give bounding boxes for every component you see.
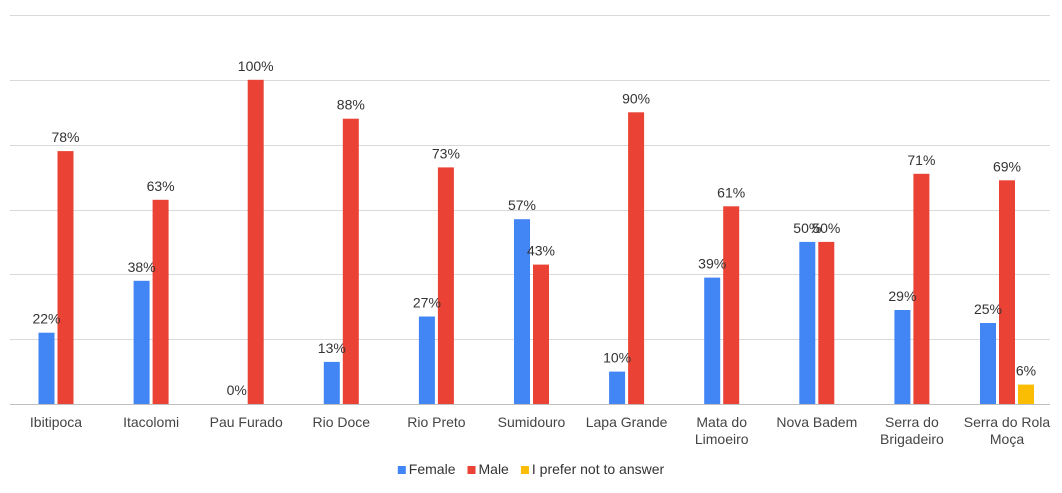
data-label-male-3: 88% — [337, 97, 365, 113]
data-label-male-10: 69% — [993, 158, 1021, 174]
data-label-male-5: 43% — [527, 243, 555, 259]
data-label-male-6: 90% — [622, 90, 650, 106]
legend-swatch — [397, 466, 406, 474]
x-tick-label-4: Rio Preto — [407, 414, 466, 430]
legend-swatch — [520, 466, 529, 474]
data-label-female-3: 13% — [318, 340, 346, 356]
bar-male-3 — [342, 118, 359, 404]
data-label-i-prefer-not-to-answer-10: 6% — [1016, 363, 1036, 379]
data-label-female-1: 38% — [128, 259, 156, 275]
x-tick-label-5: Sumidouro — [498, 414, 566, 430]
data-label-female-8: 50% — [793, 220, 821, 236]
bar-i-prefer-not-to-answer-10 — [1018, 384, 1034, 404]
x-axis-tick-labels: Ibitipoca Itacolomi Pau Furado Rio Doce Rio … — [30, 414, 1050, 447]
bar-male-6 — [628, 112, 645, 405]
bar-male-2 — [247, 79, 264, 405]
data-label-female-0: 22% — [32, 311, 60, 327]
bar-male-0 — [57, 151, 74, 404]
bar-male-9 — [913, 173, 930, 404]
x-tick-label-10: Serra do Rola Moça — [964, 414, 1051, 447]
bar-male-7 — [723, 206, 740, 404]
legend-item-female: Female — [397, 461, 456, 477]
legend: Female Male I prefer not to answer — [397, 461, 665, 477]
bar-female-10 — [980, 323, 996, 404]
bar-female-7 — [704, 277, 721, 404]
bar-male-1 — [152, 199, 169, 404]
x-tick-label-2: Pau Furado — [210, 414, 283, 430]
legend-label: Male — [479, 461, 510, 477]
data-labels: 22% 78% 38% 63% 0% 100% 13% 88% 27% 73% 57% 43% 10% 9… — [32, 58, 1036, 398]
legend-label: I prefer not to answer — [532, 461, 665, 477]
bar-female-8 — [799, 241, 816, 404]
bar-female-3 — [323, 361, 340, 404]
bar-male-8 — [818, 241, 835, 404]
bar-male-4 — [437, 167, 454, 404]
x-tick-label-3: Rio Doce — [313, 414, 371, 430]
data-label-female-2: 0% — [227, 382, 247, 398]
x-tick-label-0: Ibitipoca — [30, 414, 82, 430]
data-label-male-8: 50% — [812, 220, 840, 236]
bar-female-4 — [418, 316, 435, 404]
data-label-female-9: 29% — [888, 288, 916, 304]
x-tick-label-6: Lapa Grande — [586, 414, 668, 430]
data-label-male-7: 61% — [717, 184, 745, 200]
data-label-male-2: 100% — [238, 58, 274, 74]
legend-swatch — [467, 466, 476, 474]
data-label-male-1: 63% — [147, 178, 175, 194]
data-label-female-6: 10% — [603, 350, 631, 366]
x-tick-label-1: Itacolomi — [123, 414, 179, 430]
bar-female-0 — [38, 332, 55, 404]
x-tick-label-8: Nova Badem — [776, 414, 857, 430]
x-tick-label-9: Serra do Brigadeiro — [880, 414, 944, 447]
x-tick-label-7: Mata do Limoeiro — [695, 414, 749, 447]
bar-male-10 — [999, 180, 1015, 404]
bar-female-9 — [894, 310, 911, 404]
bar-male-5 — [533, 264, 549, 404]
data-label-female-4: 27% — [413, 295, 441, 311]
data-label-male-4: 73% — [432, 145, 460, 161]
bars — [38, 79, 1034, 405]
legend-item-male: Male — [467, 461, 510, 477]
data-label-female-5: 57% — [508, 197, 536, 213]
legend-label: Female — [409, 461, 456, 477]
data-label-female-10: 25% — [974, 301, 1002, 317]
data-label-female-7: 39% — [698, 256, 726, 272]
bar-female-5 — [514, 219, 530, 404]
legend-item-i-prefer-not-to-answer: I prefer not to answer — [520, 461, 665, 477]
data-label-male-0: 78% — [51, 129, 79, 145]
bar-female-6 — [609, 371, 626, 404]
bar-female-1 — [133, 280, 150, 404]
data-label-male-9: 71% — [907, 152, 935, 168]
